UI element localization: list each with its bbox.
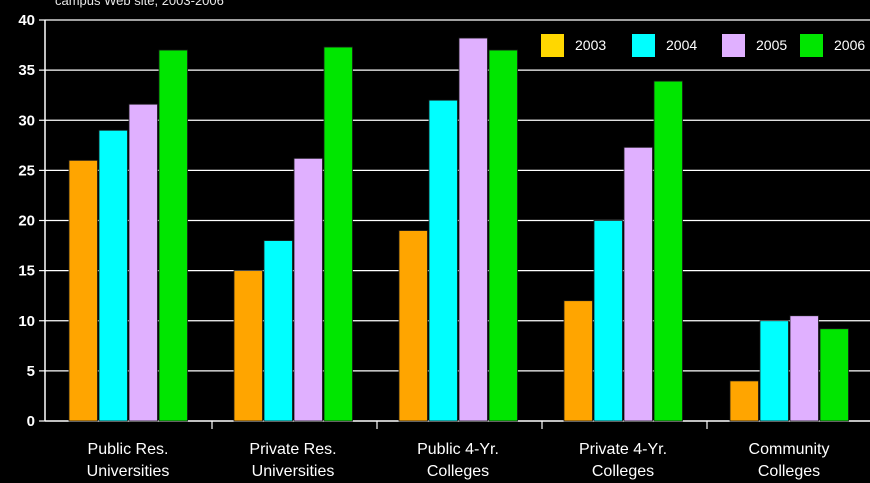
x-tick-label: Private 4-Yr. xyxy=(579,441,667,458)
bar xyxy=(68,159,98,422)
chart-subtitle: campus Web site, 2003-2006 xyxy=(55,0,224,8)
x-tick-label: Colleges xyxy=(592,463,654,480)
x-tick-label: Public 4-Yr. xyxy=(417,441,499,458)
bar xyxy=(759,320,789,422)
y-tick-label: 0 xyxy=(27,413,35,430)
x-tick-label: Community xyxy=(749,441,830,458)
y-tick-label: 35 xyxy=(18,62,35,79)
x-tick-label: Private Res. xyxy=(249,441,336,458)
bar xyxy=(323,46,353,422)
bar xyxy=(488,49,518,422)
bar xyxy=(729,380,759,422)
bar xyxy=(398,230,428,422)
bar xyxy=(428,99,458,422)
legend-label: 2006 xyxy=(834,37,865,53)
legend-swatch xyxy=(722,34,745,57)
legend-swatch xyxy=(541,34,564,57)
bar xyxy=(98,129,128,422)
bar xyxy=(128,103,158,422)
bar xyxy=(623,146,653,422)
y-tick-label: 30 xyxy=(18,112,35,129)
y-tick-label: 20 xyxy=(18,213,35,230)
legend-label: 2003 xyxy=(575,37,606,53)
bar xyxy=(158,49,188,422)
legend-swatch xyxy=(632,34,655,57)
x-tick-label: Universities xyxy=(87,463,170,480)
x-tick-label: Colleges xyxy=(758,463,820,480)
bar xyxy=(789,315,819,422)
x-tick-label: Public Res. xyxy=(88,441,169,458)
y-tick-label: 10 xyxy=(18,313,35,330)
legend-label: 2005 xyxy=(756,37,787,53)
legend-label: 2004 xyxy=(666,37,697,53)
y-tick-label: 15 xyxy=(18,263,35,280)
x-tick-label: Colleges xyxy=(427,463,489,480)
bar xyxy=(263,240,293,422)
bar xyxy=(293,157,323,422)
y-tick-label: 25 xyxy=(18,162,35,179)
bar xyxy=(593,220,623,422)
bar xyxy=(653,80,683,422)
bar xyxy=(563,300,593,422)
legend-swatch xyxy=(800,34,823,57)
y-tick-label: 5 xyxy=(27,363,35,380)
x-tick-label: Universities xyxy=(252,463,335,480)
y-tick-label: 40 xyxy=(18,12,35,29)
bar xyxy=(819,328,849,422)
bar xyxy=(458,37,488,422)
bar xyxy=(233,270,263,422)
